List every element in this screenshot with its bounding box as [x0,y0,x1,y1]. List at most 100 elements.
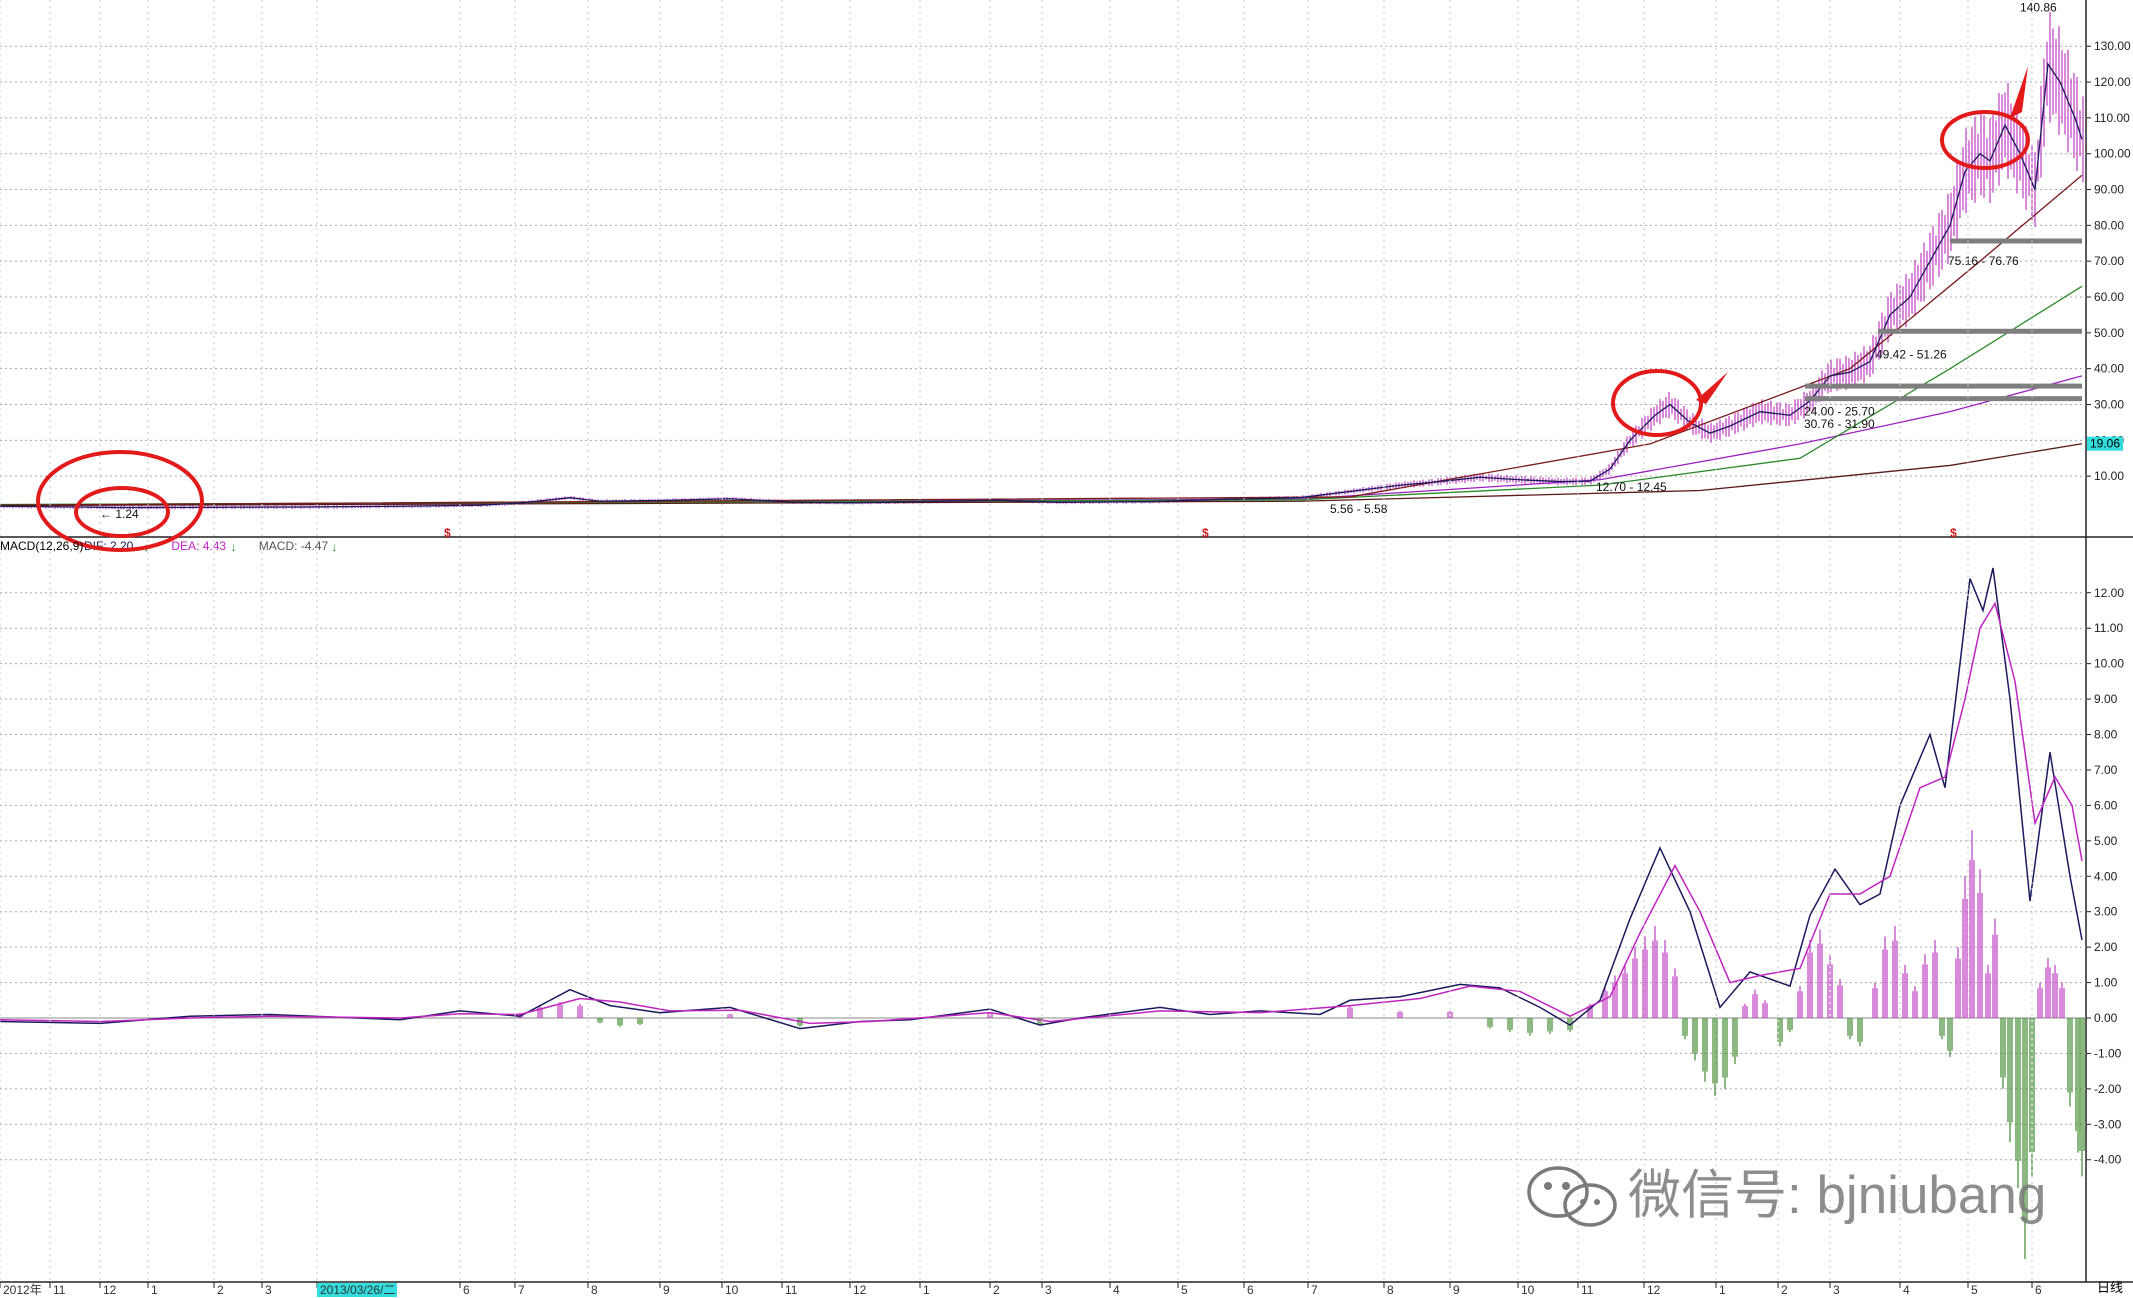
price-tick-label: 130.00 [2094,39,2131,53]
pointer-arrow-top [2010,66,2028,118]
support-zone-bar [1878,328,2082,334]
month-label: 2012年 [3,1283,42,1297]
month-label: 12 [853,1283,867,1297]
price-tick-label: 120.00 [2094,75,2131,89]
price-annotation: 49.42 - 51.26 [1876,347,1947,361]
macd-legend-item: MACD: -4.47 [259,539,329,553]
month-label: 6 [1247,1283,1254,1297]
month-label: 3 [1833,1283,1840,1297]
month-label: 5 [1181,1283,1188,1297]
macd-tick-label: 0.00 [2094,1011,2118,1025]
price-annotation: 30.76 - 31.90 [1804,417,1875,431]
macd-tick-label: -4.00 [2094,1153,2122,1167]
macd-tick-label: 1.00 [2094,976,2118,990]
support-zone-bar [1950,238,2082,244]
month-label: 1 [1719,1283,1726,1297]
month-label: 11 [1581,1283,1594,1297]
month-label: 2 [993,1283,1000,1297]
month-label: 11 [785,1283,798,1297]
price-tick-label: 80.00 [2094,218,2124,232]
month-label: 11 [53,1283,66,1297]
macd-series-dea [0,601,2083,1025]
month-label: 8 [1387,1283,1394,1297]
month-label: 6 [2035,1283,2042,1297]
month-label: 8 [591,1283,598,1297]
macd-tick-label: 6.00 [2094,798,2118,812]
month-label: 6 [463,1283,470,1297]
price-tick-label: 30.00 [2094,398,2124,412]
support-zone-bar [1805,383,2082,389]
highlight-circle-mid [1611,369,1703,437]
macd-tick-label: -3.00 [2094,1117,2122,1131]
bubble-outline [1527,1166,1589,1218]
month-label: 7 [1311,1283,1318,1297]
price-annotation: 75.16 - 76.76 [1948,254,2019,268]
macd-tick-label: 7.00 [2094,763,2118,777]
month-label: 5 [1971,1283,1978,1297]
month-label: 12 [1647,1283,1661,1297]
macd-tick-label: 8.00 [2094,728,2118,742]
macd-tick-label: 2.00 [2094,940,2118,954]
bubble-outline [1563,1183,1617,1227]
current-date-highlight [317,1283,397,1297]
month-label: 1 [923,1283,930,1297]
month-label: 12 [103,1283,117,1297]
moving-average-line [0,174,2083,506]
macd-series-dif [0,567,2083,1030]
price-tick-label: 70.00 [2094,254,2124,268]
moving-average-line [0,443,2083,507]
price-tick-label: 60.00 [2094,290,2124,304]
down-arrow-icon: ↓ [331,540,337,554]
bubble-eye [1544,1182,1552,1190]
down-arrow-icon: ↓ [231,540,237,554]
bubble-eye [1562,1182,1570,1190]
month-label: 9 [1453,1283,1460,1297]
macd-tick-label: 3.00 [2094,905,2118,919]
moving-average-line [0,285,2083,506]
watermark-text: 微信号: bjniubang [1628,1166,2046,1225]
month-label: 4 [1903,1283,1910,1297]
highlight-circle-top [1940,110,2030,170]
month-label: 3 [1045,1283,1052,1297]
macd-tick-label: 4.00 [2094,869,2118,883]
macd-tick-label: 9.00 [2094,692,2118,706]
macd-tick-label: -2.00 [2094,1082,2122,1096]
month-label: 10 [725,1283,739,1297]
signal-marker: $ [444,526,451,540]
macd-panel: -4.00 -3.00 -2.00 -1.00 0.00 1.00 2.00 3.00 4.00… [0,539,2124,1259]
macd-title: MACD(12,26,9) [0,539,83,553]
price-tick-label: 10.00 [2094,469,2124,483]
macd-tick-label: 11.00 [2094,621,2123,635]
price-line [0,62,2083,509]
month-label: 2 [1781,1283,1788,1297]
price-annotation: 140.86 [2020,0,2057,14]
bubble-eye [1594,1199,1600,1205]
macd-tick-label: 5.00 [2094,834,2118,848]
support-zone-bar [1805,396,2082,402]
price-annotation: 12.70 - 12.45 [1596,480,1667,494]
month-label: 1 [151,1283,158,1297]
macd-legend-item: DEA: 4.43 [171,539,226,553]
price-tick-label: 110.00 [2094,111,2130,125]
month-label: 2013/03/26/二 [320,1283,395,1297]
month-label: 4 [1113,1283,1120,1297]
macd-tick-label: 12.00 [2094,586,2124,600]
price-annotation: 24.00 - 25.70 [1804,405,1875,419]
month-label: 10 [1521,1283,1535,1297]
macd-tick-label: 10.00 [2094,657,2124,671]
month-label: 2 [217,1283,224,1297]
signal-marker: $ [1950,526,1957,540]
macd-tick-label: -1.00 [2094,1046,2122,1060]
month-label: 3 [265,1283,272,1297]
price-tick-label: 40.00 [2094,362,2124,376]
annotation-overlays [36,66,2030,1227]
period-label[interactable]: 日线 [2097,1280,2123,1295]
current-price-label: 19.06 [2090,437,2120,451]
highlight-circle-small [74,486,170,538]
price-tick-label: 100.00 [2094,147,2131,161]
wechat-icon [1527,1166,1617,1227]
signal-marker: $ [1202,526,1209,540]
